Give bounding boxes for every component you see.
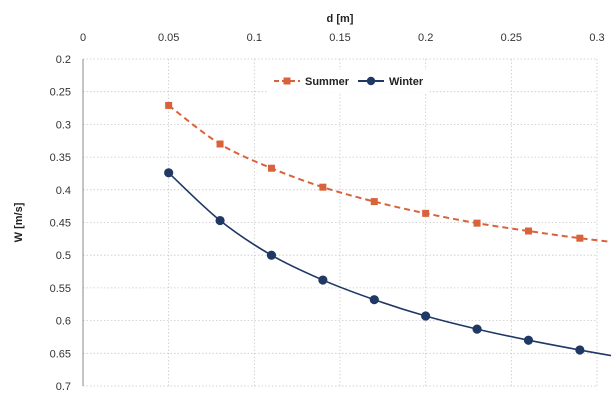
summer-data-point <box>216 140 224 148</box>
summer-data-point <box>576 234 584 242</box>
x-tick-label: 0.2 <box>418 32 433 44</box>
winter-data-point <box>164 168 174 178</box>
y-tick-label: 0.6 <box>56 316 71 328</box>
y-tick-label: 0.2 <box>56 54 71 66</box>
plot-area <box>164 101 611 357</box>
summer-data-point <box>473 219 481 227</box>
legend-winter-label: Winter <box>389 76 424 88</box>
x-tick-label: 0.1 <box>247 32 262 44</box>
winter-data-point <box>523 335 534 345</box>
winter-data-point <box>472 324 482 334</box>
summer-data-point <box>319 183 327 191</box>
summer-data-point <box>370 198 378 206</box>
y-tick-label: 0.25 <box>50 87 71 99</box>
legend: Summer Winter <box>268 70 428 92</box>
summer-series-line <box>168 104 611 243</box>
y-tick-label: 0.55 <box>50 283 71 295</box>
axes: 0 0.05 0.1 0.15 0.2 0.25 0.3 0.2 0.25 0.3 0.35 0.4 0… <box>50 32 605 393</box>
y-tick-label: 0.45 <box>50 218 71 230</box>
x-tick-label: 0.25 <box>501 32 522 44</box>
x-tick-label: 0 <box>80 32 86 44</box>
x-axis-title: d [m] <box>327 13 354 25</box>
summer-data-point <box>524 227 532 235</box>
legend-box <box>268 70 428 92</box>
winter-data-point <box>318 275 328 285</box>
winter-data-point <box>215 215 225 226</box>
y-tick-label: 0.5 <box>56 250 71 262</box>
grid <box>83 58 598 387</box>
winter-series-line <box>168 172 611 357</box>
y-tick-label: 0.4 <box>56 185 71 197</box>
winter-data-point <box>266 250 277 260</box>
y-tick-label: 0.3 <box>56 119 71 131</box>
summer-data-point <box>165 101 173 109</box>
winter-data-point <box>369 295 379 305</box>
x-tick-label: 0.15 <box>329 32 350 44</box>
y-tick-label: 0.7 <box>56 381 71 393</box>
x-tick-label: 0.3 <box>589 32 604 44</box>
legend-summer-label: Summer <box>305 76 350 88</box>
winter-data-point <box>421 311 431 321</box>
summer-data-point <box>267 164 275 172</box>
winter-data-point <box>575 345 585 355</box>
y-tick-label: 0.65 <box>50 348 71 360</box>
summer-data-point <box>422 209 430 217</box>
legend-winter-marker <box>366 76 376 86</box>
y-tick-label: 0.35 <box>50 152 71 164</box>
x-tick-label: 0.05 <box>158 32 179 44</box>
y-axis-title: W [m/s] <box>13 202 25 242</box>
legend-summer-marker <box>283 77 291 85</box>
